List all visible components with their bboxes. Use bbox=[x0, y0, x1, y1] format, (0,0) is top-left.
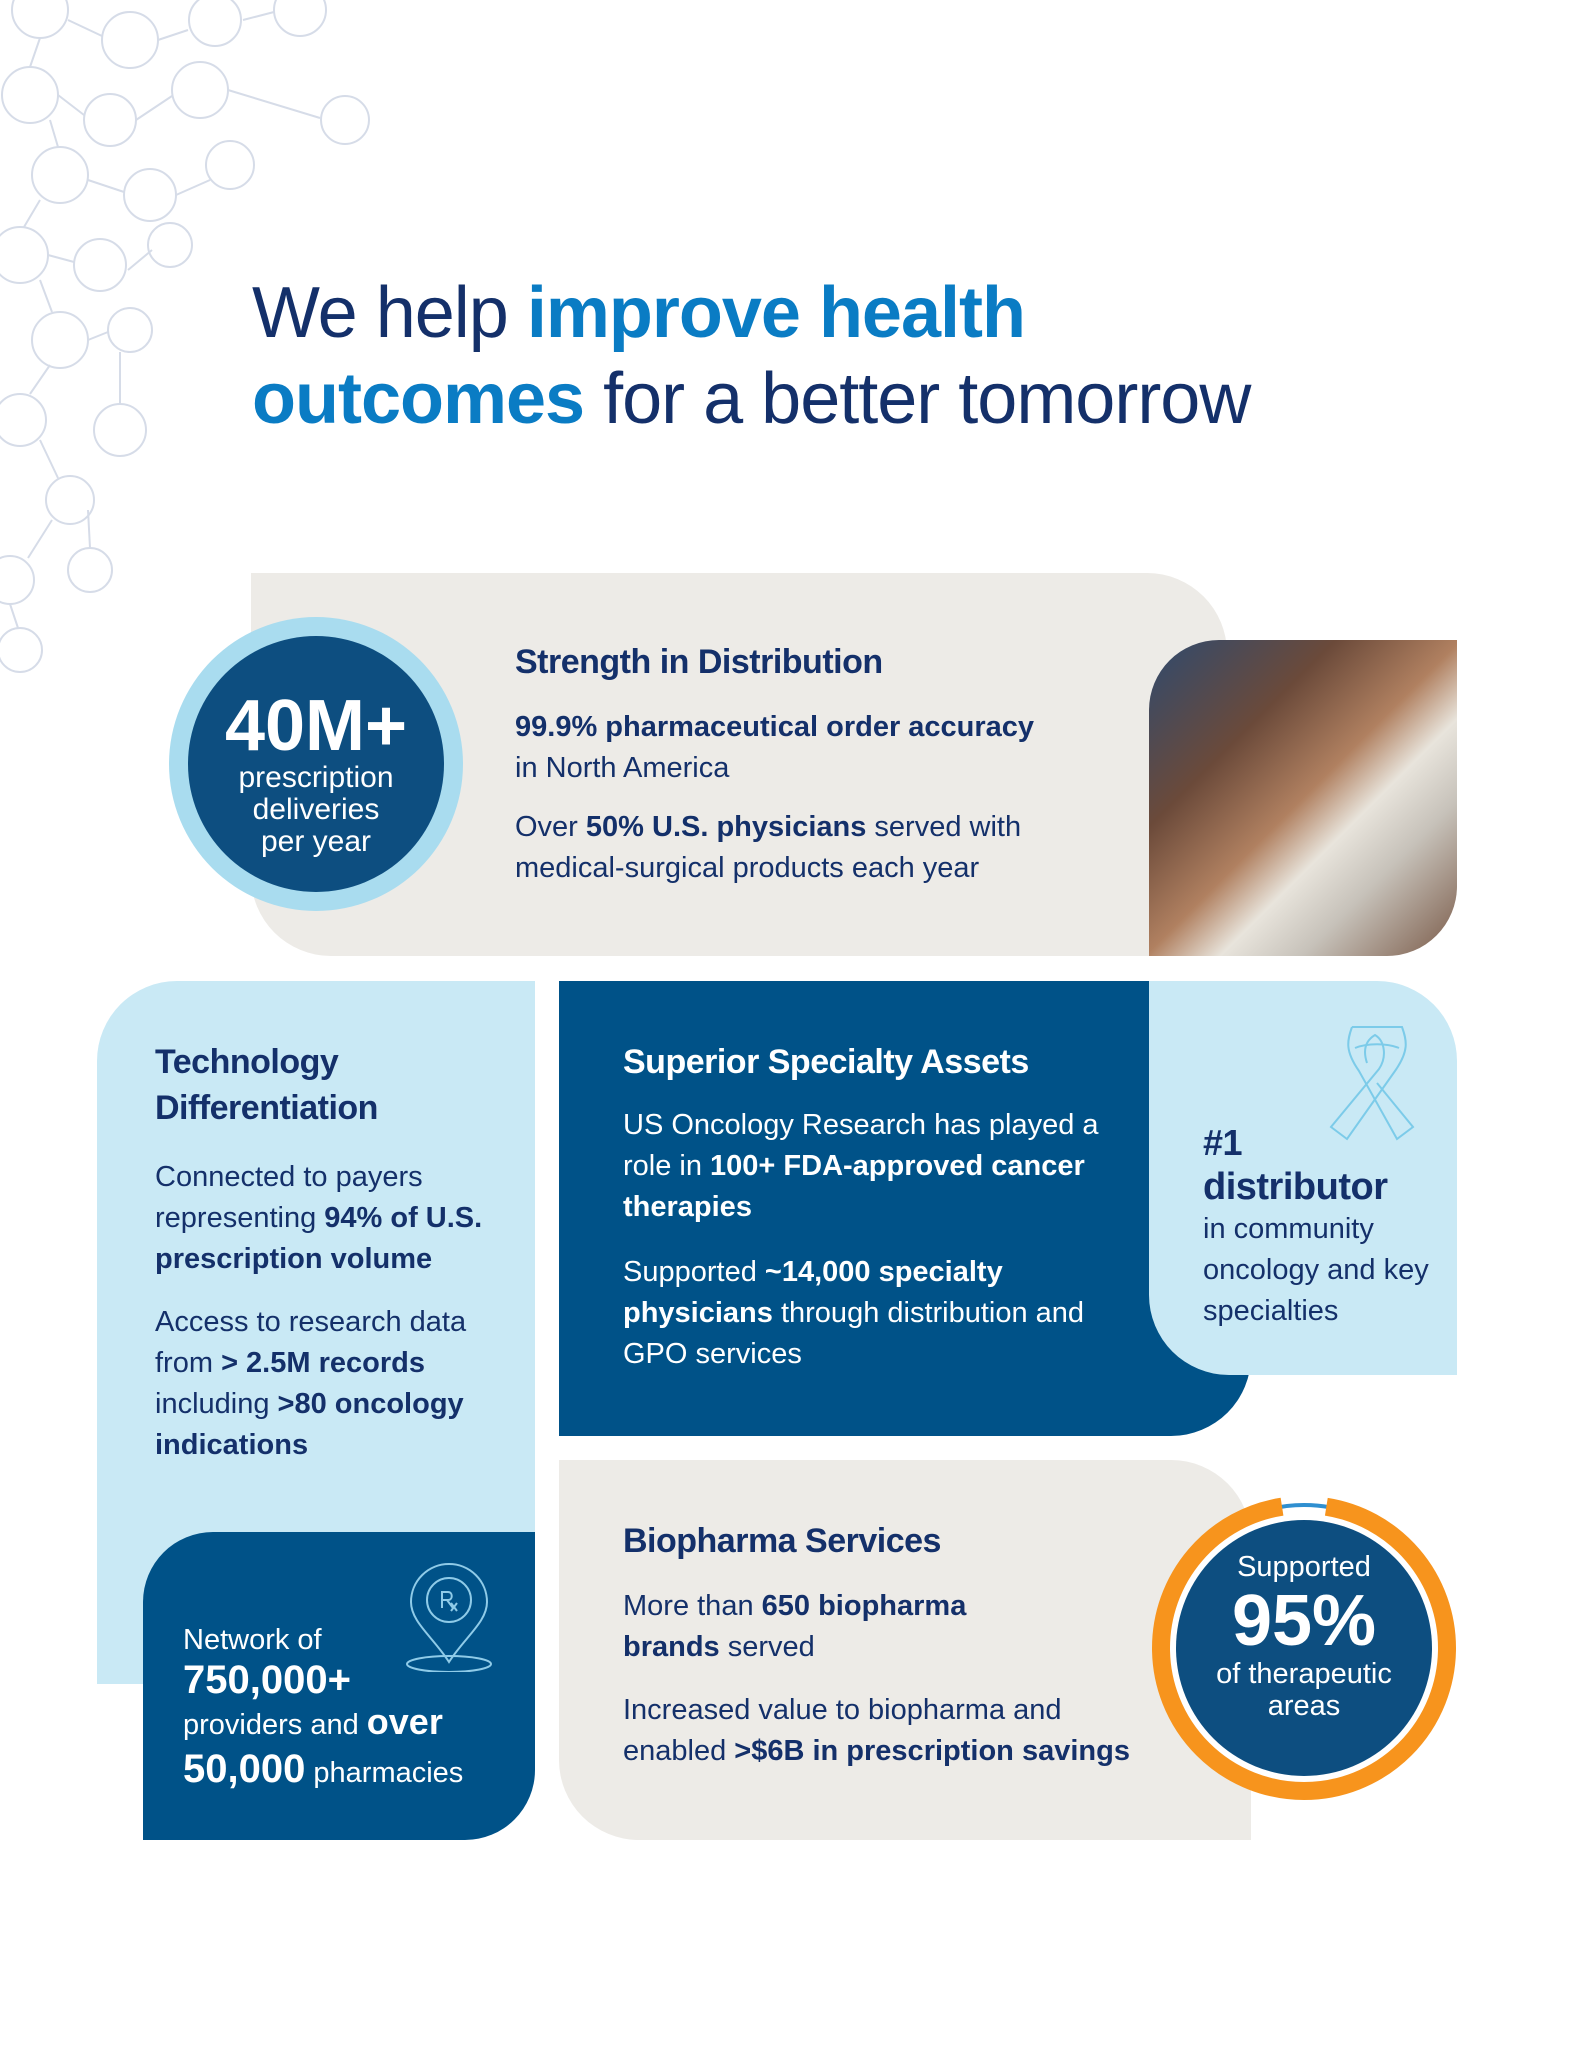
specialty-card: Superior Specialty Assets US Oncology Re… bbox=[559, 981, 1251, 1436]
biopharma-card: Biopharma Services More than 650 biophar… bbox=[559, 1460, 1251, 1840]
page-title: We help improve health outcomes for a be… bbox=[252, 273, 1251, 439]
ring-fill bbox=[1152, 1496, 1456, 1800]
therapeutic-progress-ring bbox=[1152, 1496, 1456, 1800]
rx-location-pin-icon bbox=[406, 1563, 492, 1672]
awareness-ribbon-icon bbox=[1329, 1026, 1415, 1141]
pharmacy-product-photo bbox=[1149, 640, 1457, 956]
decorative-pattern bbox=[0, 0, 370, 673]
distributor-card: #1 distributor in community oncology and… bbox=[1149, 981, 1457, 1375]
network-card: Network of 750,000+ providers and over 5… bbox=[143, 1532, 535, 1840]
distribution-title: Strength in Distribution bbox=[515, 643, 883, 681]
deliveries-stat-circle: 40M+ prescription deliveries per year bbox=[169, 617, 463, 911]
therapeutic-stat: Supported 95% of therapeutic areas bbox=[1216, 1551, 1392, 1722]
